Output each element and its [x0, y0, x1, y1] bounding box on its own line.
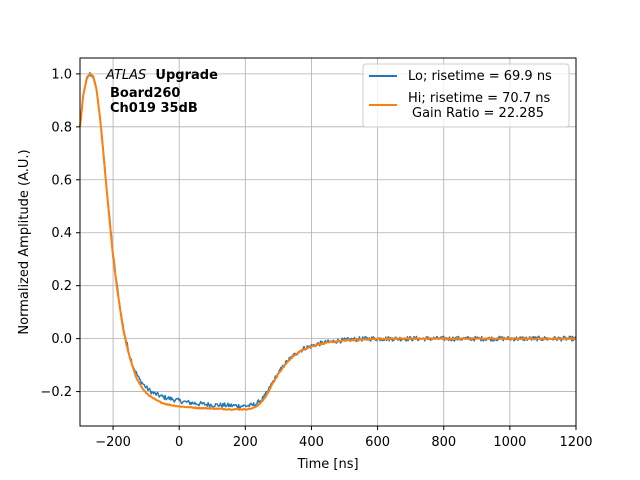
- x-tick-label: 0: [175, 435, 183, 450]
- x-tick-label: −200: [95, 435, 131, 450]
- legend-label-hi: Hi; risetime = 70.7 ns: [408, 91, 550, 106]
- y-tick-label: 0.0: [51, 332, 72, 347]
- y-tick-label: 0.8: [51, 120, 72, 135]
- x-tick-label: 1000: [493, 435, 526, 450]
- annotation-channel: Ch019 35dB: [110, 101, 198, 116]
- legend-box: [362, 63, 570, 128]
- y-tick-label: −0.2: [40, 385, 72, 400]
- x-tick-label: 800: [431, 435, 456, 450]
- series-layer: [79, 71, 577, 411]
- annotation-board: Board260: [110, 86, 180, 101]
- series-line-hi: [79, 73, 577, 411]
- x-tick-label: 1200: [559, 435, 592, 450]
- y-tick-label: 0.6: [51, 173, 72, 188]
- legend-label-hi-gain: Gain Ratio = 22.285: [412, 106, 544, 121]
- y-tick-label: 0.4: [51, 226, 72, 241]
- plot-frame: [79, 57, 577, 427]
- x-tick-label: 600: [365, 435, 390, 450]
- y-tick-label: 1.0: [51, 67, 72, 82]
- x-axis-label: Time [ns]: [296, 457, 358, 472]
- y-axis-label: Normalized Amplitude (A.U.): [17, 149, 32, 334]
- x-tick-label: 400: [299, 435, 324, 450]
- svg-text:ATLAS Upgrade: ATLAS Upgrade: [105, 68, 218, 83]
- legend: Lo; risetime = 69.9 ns Hi; risetime = 70…: [362, 63, 570, 128]
- y-axis: −0.2 0.0 0.2 0.4 0.6 0.8 1.0: [40, 67, 80, 400]
- legend-label-lo: Lo; risetime = 69.9 ns: [408, 69, 552, 84]
- x-tick-label: 200: [233, 435, 258, 450]
- experiment-annotation: ATLAS Upgrade Board260 Ch019 35dB: [105, 68, 218, 116]
- x-axis: −200 0 200 400 600 800 1000 1200: [95, 426, 593, 450]
- annotation-status: Upgrade: [155, 68, 218, 83]
- annotation-experiment: ATLAS: [105, 68, 146, 83]
- y-tick-label: 0.2: [51, 279, 72, 294]
